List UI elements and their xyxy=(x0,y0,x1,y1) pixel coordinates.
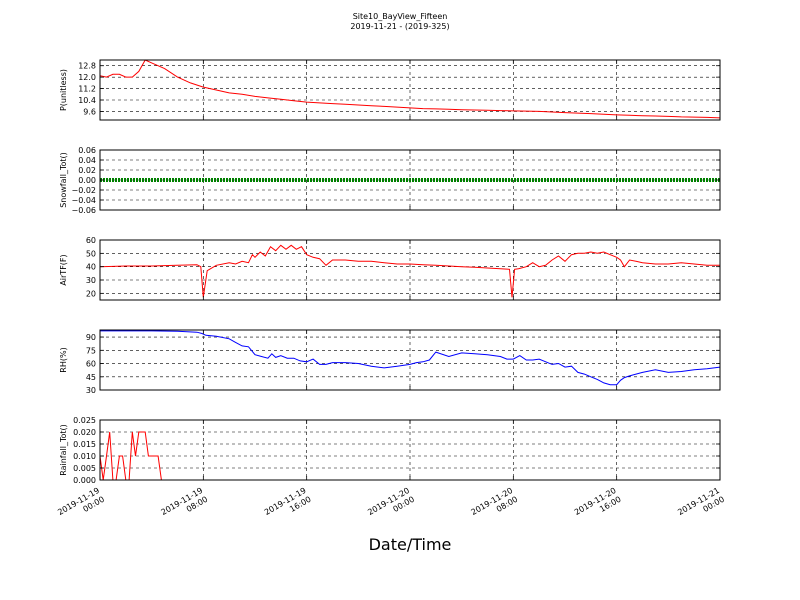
y-tick-label: 11.2 xyxy=(78,85,96,94)
y-tick-label: 30 xyxy=(86,386,96,395)
y-tick-label: 9.6 xyxy=(83,107,96,116)
chart-subtitle: 2019-11-21 - (2019-325) xyxy=(350,22,449,31)
y-tick-label: 45 xyxy=(86,373,96,382)
y-tick-label: 60 xyxy=(86,236,96,245)
y-tick-label: 12.8 xyxy=(78,62,96,71)
y-tick-label: 0.020 xyxy=(73,428,96,437)
panel-2: −0.06−0.04−0.020.000.020.040.06 Snowfall_… xyxy=(59,146,721,215)
panel-1: 9.6 10.4 11.2 12.0 12.8 P(unitless) xyxy=(59,59,721,121)
y-tick-label: 90 xyxy=(86,333,96,342)
y-axis-label: P(unitless) xyxy=(59,69,68,111)
y-tick-label: 30 xyxy=(86,276,96,285)
panel-3: 20 30 40 50 60 AirTF(F) xyxy=(59,236,721,301)
series-line xyxy=(99,244,720,298)
y-axis-label: Rainfall_Tot() xyxy=(59,424,68,476)
series-line xyxy=(99,431,720,481)
y-tick-label: 0.04 xyxy=(78,156,96,165)
series-line xyxy=(100,330,721,386)
y-axis-label: Snowfall_Tot() xyxy=(59,152,68,208)
y-tick-label: 0.025 xyxy=(73,416,96,425)
y-tick-label: 10.4 xyxy=(78,96,96,105)
y-tick-label: 0.000 xyxy=(73,476,96,485)
y-axis-label: AirTF(F) xyxy=(59,254,68,285)
y-tick-label: 60 xyxy=(86,360,96,369)
y-tick-label: 0.06 xyxy=(78,146,96,155)
y-tick-label: 0.010 xyxy=(73,452,96,461)
y-tick-label: 0.015 xyxy=(73,440,96,449)
y-tick-label: −0.06 xyxy=(71,206,96,215)
y-tick-label: 12.0 xyxy=(78,73,96,82)
x-axis-label: Date/Time xyxy=(369,535,452,554)
panel-4: 30 45 60 75 90 RH(%) xyxy=(59,329,721,395)
panel-5: 0.000 0.005 0.010 0.015 0.020 0.025 Rainfall_T… xyxy=(59,416,721,485)
y-tick-label: 40 xyxy=(86,263,96,272)
y-tick-label: 75 xyxy=(86,346,96,355)
y-tick-label: 50 xyxy=(86,249,96,258)
chart-title: Site10_BayView_Fifteen xyxy=(353,12,448,21)
y-tick-label: −0.04 xyxy=(71,196,96,205)
y-tick-label: 0.005 xyxy=(73,464,96,473)
series-line xyxy=(99,59,721,119)
y-tick-label: 0.02 xyxy=(78,166,96,175)
y-axis-label: RH(%) xyxy=(59,347,68,372)
y-tick-label: 20 xyxy=(86,289,96,298)
y-tick-label: 0.00 xyxy=(78,176,96,185)
y-tick-label: −0.02 xyxy=(71,186,96,195)
